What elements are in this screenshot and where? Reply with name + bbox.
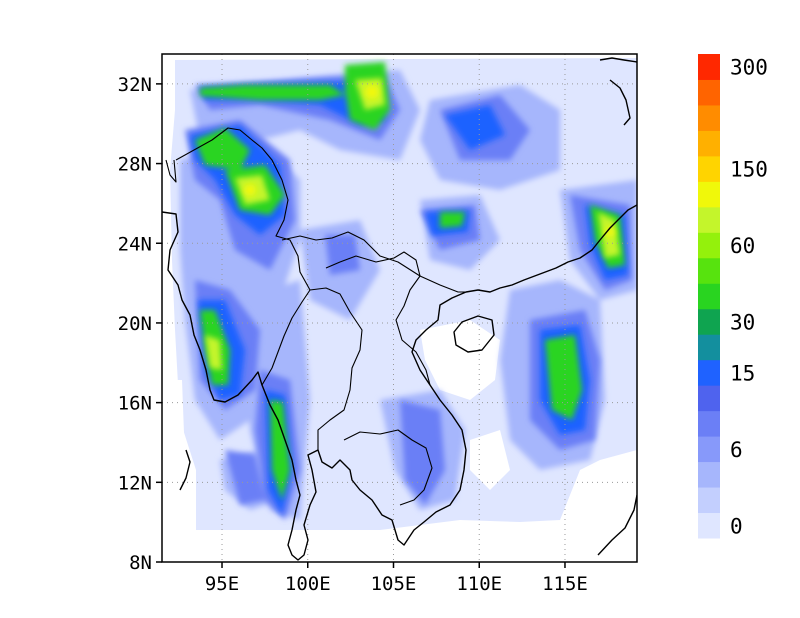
colorbar-swatch [698, 308, 720, 335]
lon-tick-label: 100E [285, 573, 331, 595]
east-coast-upper [599, 57, 637, 63]
colorbar-swatch [698, 232, 720, 259]
yangtze-coast [609, 79, 631, 126]
lat-tick-label: 32N [118, 74, 152, 96]
colorbar-label: 15 [730, 361, 755, 385]
colorbar-swatch [698, 104, 720, 131]
country-borders [165, 127, 466, 506]
colorbar-label: 0 [730, 514, 743, 538]
lat-tick-label: 28N [118, 154, 152, 176]
colorbar-swatch [698, 410, 720, 437]
colorbar-labels: 0 6 15 30 60 150 300 [730, 56, 768, 539]
colorbar-swatch [698, 359, 720, 386]
lon-tick-label: 115E [542, 573, 588, 595]
colorbar-label: 30 [730, 310, 755, 334]
lon-tick-label: 105E [371, 573, 417, 595]
lat-tick-label: 20N [118, 313, 152, 335]
colorbar-swatch [698, 487, 720, 514]
precipitation-field [162, 54, 637, 562]
colorbar-swatch [698, 436, 720, 463]
colorbar [698, 54, 720, 539]
lon-tick-label: 110E [456, 573, 502, 595]
colorbar-swatch [698, 257, 720, 284]
andaman [179, 449, 191, 491]
colorbar-swatch [698, 206, 720, 233]
lon-tick-label: 95E [205, 573, 239, 595]
longitude-axis: 95E 100E 105E 110E 115E [205, 562, 588, 595]
colorbar-swatch [698, 130, 720, 157]
colorbar-swatch [698, 79, 720, 106]
colorbar-swatch [698, 385, 720, 412]
peak-rain [244, 85, 615, 237]
colorbar-label: 150 [730, 158, 768, 182]
colorbar-label: 60 [730, 234, 755, 258]
china-south-border [281, 231, 466, 293]
lat-tick-label: 16N [118, 393, 152, 415]
tibet-border [165, 159, 177, 183]
coastlines [162, 57, 637, 561]
colorbar-swatch [698, 181, 720, 208]
colorbar-swatch [698, 54, 720, 80]
myanmar-border [175, 127, 311, 386]
colorbar-swatch [698, 334, 720, 361]
colorbar-label: 6 [730, 438, 743, 462]
lat-tick-label: 12N [118, 472, 152, 494]
colorbar-swatch [698, 155, 720, 182]
colorbar-swatch [698, 512, 720, 539]
plot-frame [161, 53, 638, 563]
thai-laos-border [309, 287, 363, 450]
taiwan-coast [597, 494, 637, 556]
lat-tick-label: 24N [118, 233, 152, 255]
colorbar-swatch [698, 461, 720, 488]
colorbar-swatch [698, 283, 720, 310]
hainan [453, 315, 495, 353]
latitude-axis: 8N 12N 16N 20N 24N 28N 32N [118, 74, 162, 574]
lat-tick-label: 8N [129, 552, 152, 574]
cambodia-border [343, 429, 433, 506]
colorbar-label: 300 [730, 56, 768, 80]
mainland-coast [162, 204, 637, 561]
